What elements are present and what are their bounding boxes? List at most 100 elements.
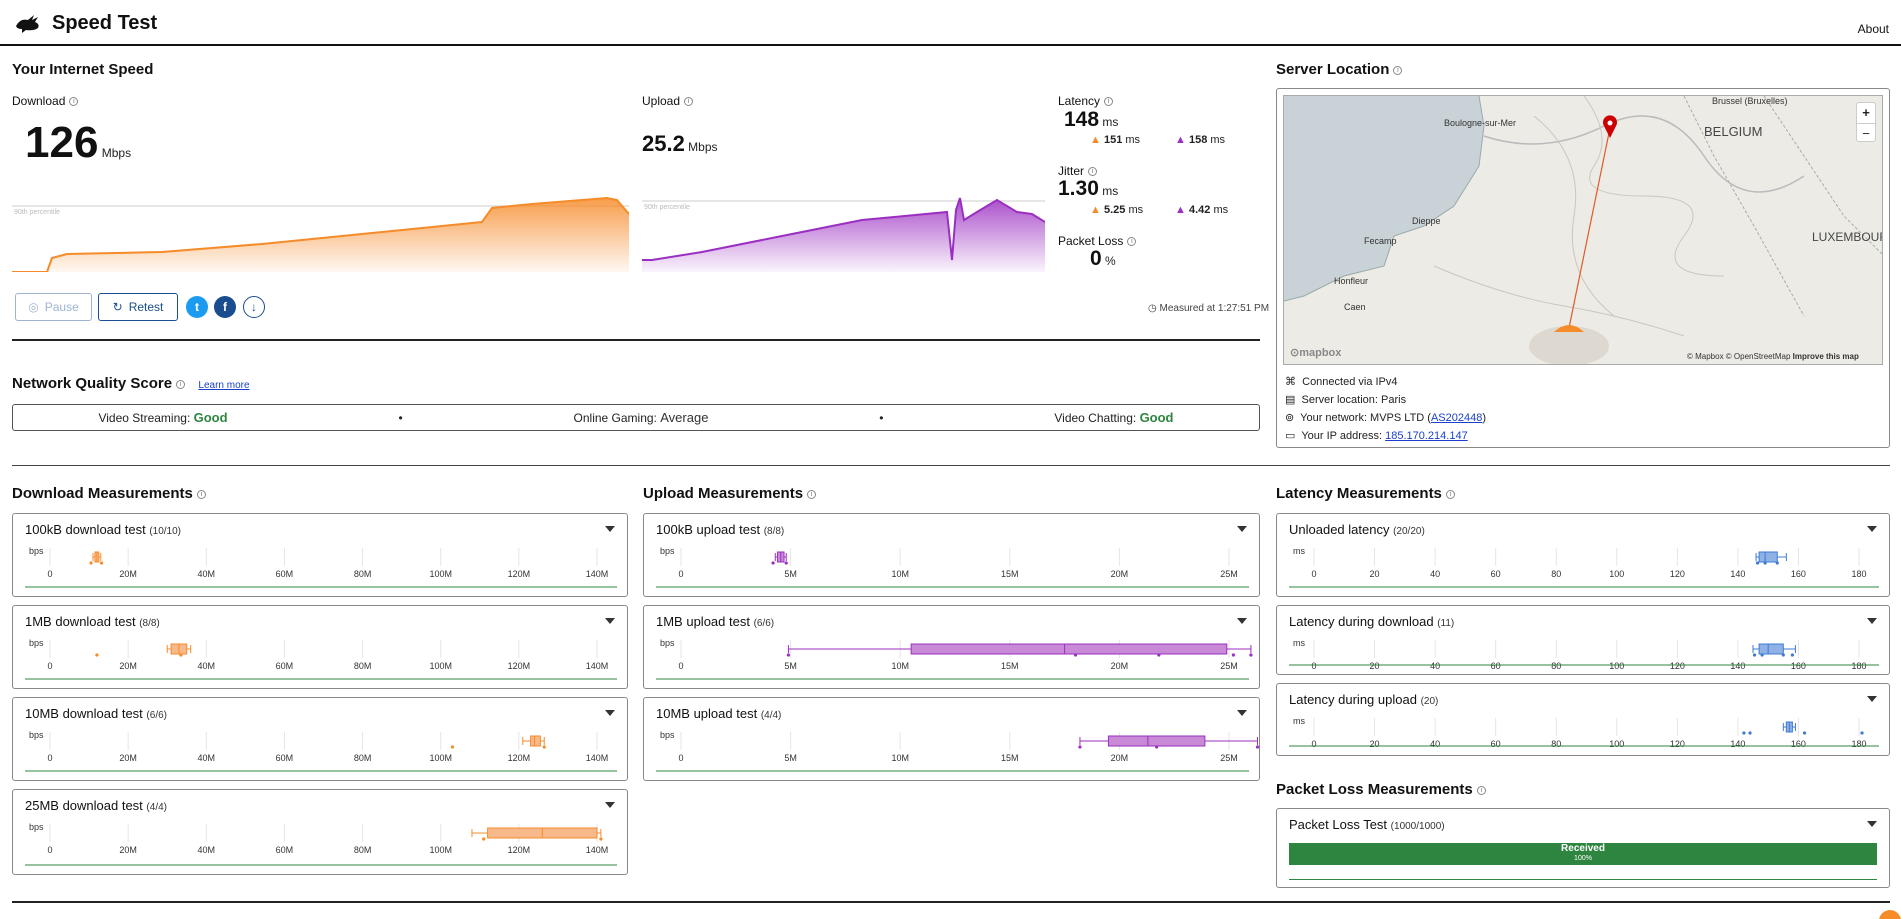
upload-value-group: 25.2 Mbps bbox=[642, 131, 718, 157]
info-icon: i bbox=[807, 490, 817, 500]
tick-label: 0 bbox=[678, 753, 683, 763]
info-icon: i bbox=[684, 97, 694, 107]
divider bbox=[12, 339, 1260, 341]
tick-label: 160 bbox=[1791, 569, 1806, 579]
tick-label: 100M bbox=[429, 569, 452, 579]
tick-label: 80M bbox=[354, 753, 372, 763]
map-label-honfleur: Honfleur bbox=[1334, 276, 1369, 286]
iqr-box bbox=[910, 643, 1228, 655]
box-plot: bps 0 5M 10M 15M 20M 25M bbox=[656, 546, 1249, 588]
chevron-down-icon[interactable] bbox=[1867, 618, 1877, 624]
about-link[interactable]: About bbox=[1857, 22, 1889, 36]
chevron-down-icon[interactable] bbox=[605, 802, 615, 808]
ip-info: ▭ Your IP address: 185.170.214.147 bbox=[1285, 430, 1468, 442]
data-point bbox=[1755, 561, 1760, 565]
zoom-in-button[interactable]: + bbox=[1862, 105, 1870, 120]
tick-label: 120 bbox=[1670, 661, 1685, 671]
tick-label: 120 bbox=[1670, 569, 1685, 579]
tick-label: 140M bbox=[586, 661, 609, 671]
packet-loss-card: Packet Loss Test (1000/1000) Received 10… bbox=[1276, 808, 1890, 888]
facebook-share-button[interactable]: f bbox=[214, 296, 236, 318]
measurement-test-title: 10MB upload test (4/4) bbox=[656, 706, 782, 721]
chevron-down-icon[interactable] bbox=[1237, 618, 1247, 624]
data-point bbox=[1752, 653, 1757, 657]
map-label-fecamp: Fecamp bbox=[1364, 236, 1397, 246]
as-link[interactable]: AS202448 bbox=[1430, 412, 1483, 424]
upload-unit: Mbps bbox=[688, 140, 718, 154]
retest-button[interactable]: ↻ Retest bbox=[98, 293, 178, 321]
box-plot: bps 0 20M 40M 60M 80M 100M 120M 140M bbox=[25, 730, 617, 772]
tick-label: 80M bbox=[354, 661, 372, 671]
speed-section-title: Your Internet Speed bbox=[12, 61, 154, 78]
upload-arrow-icon: ▲ bbox=[1175, 134, 1186, 146]
tick-label: 120M bbox=[508, 753, 531, 763]
info-icon: i bbox=[1127, 237, 1137, 247]
tick-label: 40M bbox=[198, 753, 216, 763]
zoom-out-button[interactable]: − bbox=[1857, 123, 1875, 142]
server-section-title: Server Location bbox=[1276, 61, 1390, 78]
download-results-button[interactable]: ↓ bbox=[243, 296, 265, 318]
tick-label: 80M bbox=[354, 845, 372, 855]
tick-label: 120M bbox=[508, 661, 531, 671]
tick-label: 180 bbox=[1851, 661, 1866, 671]
chevron-down-icon[interactable] bbox=[1867, 696, 1877, 702]
tick-label: 0 bbox=[1311, 569, 1316, 579]
tick-label: 5M bbox=[784, 569, 797, 579]
map-attribution[interactable]: © Mapbox © OpenStreetMap Improve this ma… bbox=[1687, 352, 1859, 361]
server-location-info: ▤ Server location: Paris bbox=[1285, 394, 1407, 406]
chat-widget-button[interactable] bbox=[1879, 910, 1901, 919]
app-header: Speed Test About bbox=[0, 0, 1901, 46]
latency-label: Latency i bbox=[1058, 94, 1114, 108]
location-pin-icon: ⊚ bbox=[1285, 412, 1295, 424]
zoom-controls: + − bbox=[1856, 102, 1876, 142]
ip-link[interactable]: 185.170.214.147 bbox=[1385, 430, 1468, 442]
quality-separator: • bbox=[398, 410, 403, 425]
twitter-icon: t bbox=[195, 300, 199, 314]
data-point bbox=[95, 653, 99, 657]
latency-upload-stat: ▲ 158 ms bbox=[1175, 134, 1226, 146]
pause-icon: ◎ bbox=[28, 300, 39, 314]
measurement-card: 1MB download test (8/8) bps 0 20M 40M 60M 80M 1… bbox=[12, 605, 628, 689]
server-map[interactable]: Brussel (Bruxelles) Boulogne-sur-Mer BEL… bbox=[1283, 95, 1883, 365]
data-point bbox=[1760, 653, 1764, 657]
tick-label: 0 bbox=[47, 845, 52, 855]
tick-label: 100 bbox=[1609, 739, 1624, 749]
network-info: ⊚ Your network: MVPS LTD (AS202448) bbox=[1285, 412, 1487, 424]
tick-label: 40 bbox=[1430, 661, 1440, 671]
tick-label: 20M bbox=[119, 753, 137, 763]
pause-button[interactable]: ◎ Pause bbox=[15, 293, 92, 321]
download-arrow-icon: ▲ bbox=[1090, 204, 1101, 216]
chevron-down-icon[interactable] bbox=[1867, 821, 1877, 827]
chevron-down-icon[interactable] bbox=[1867, 526, 1877, 532]
data-point bbox=[784, 561, 788, 565]
chevron-down-icon[interactable] bbox=[1237, 526, 1247, 532]
data-point bbox=[542, 745, 546, 749]
learn-more-link[interactable]: Learn more bbox=[198, 380, 250, 391]
data-point bbox=[1155, 745, 1159, 749]
tick-label: 180 bbox=[1851, 569, 1866, 579]
tick-label: 100 bbox=[1609, 569, 1624, 579]
chevron-down-icon[interactable] bbox=[1237, 710, 1247, 716]
network-icon: ⌘ bbox=[1285, 376, 1296, 388]
tick-label: 5M bbox=[784, 753, 797, 763]
tick-label: 40M bbox=[198, 661, 216, 671]
upload-speed-graph: 90th percentile bbox=[642, 197, 1045, 272]
box-plot: bps 0 20M 40M 60M 80M 100M 120M 140M bbox=[25, 638, 617, 680]
tick-label: 120 bbox=[1670, 739, 1685, 749]
chevron-down-icon[interactable] bbox=[605, 618, 615, 624]
data-point bbox=[482, 837, 486, 841]
axis-unit-label: bps bbox=[660, 730, 675, 740]
chevron-down-icon[interactable] bbox=[605, 526, 615, 532]
box-plot: bps 0 5M 10M 15M 20M 25M bbox=[656, 638, 1253, 680]
jitter-upload-stat: ▲ 4.42 ms bbox=[1175, 204, 1229, 216]
upload-label: Upload i bbox=[642, 94, 694, 108]
tick-label: 20M bbox=[1111, 569, 1129, 579]
tick-label: 60M bbox=[276, 661, 294, 671]
jitter-download-stat: ▲ 5.25 ms bbox=[1090, 204, 1144, 216]
tick-label: 60M bbox=[276, 753, 294, 763]
data-point bbox=[1775, 561, 1779, 565]
chevron-down-icon[interactable] bbox=[605, 710, 615, 716]
tick-label: 40M bbox=[198, 845, 216, 855]
packet-loss-received-bar: Received 100% bbox=[1289, 843, 1877, 865]
twitter-share-button[interactable]: t bbox=[186, 296, 208, 318]
